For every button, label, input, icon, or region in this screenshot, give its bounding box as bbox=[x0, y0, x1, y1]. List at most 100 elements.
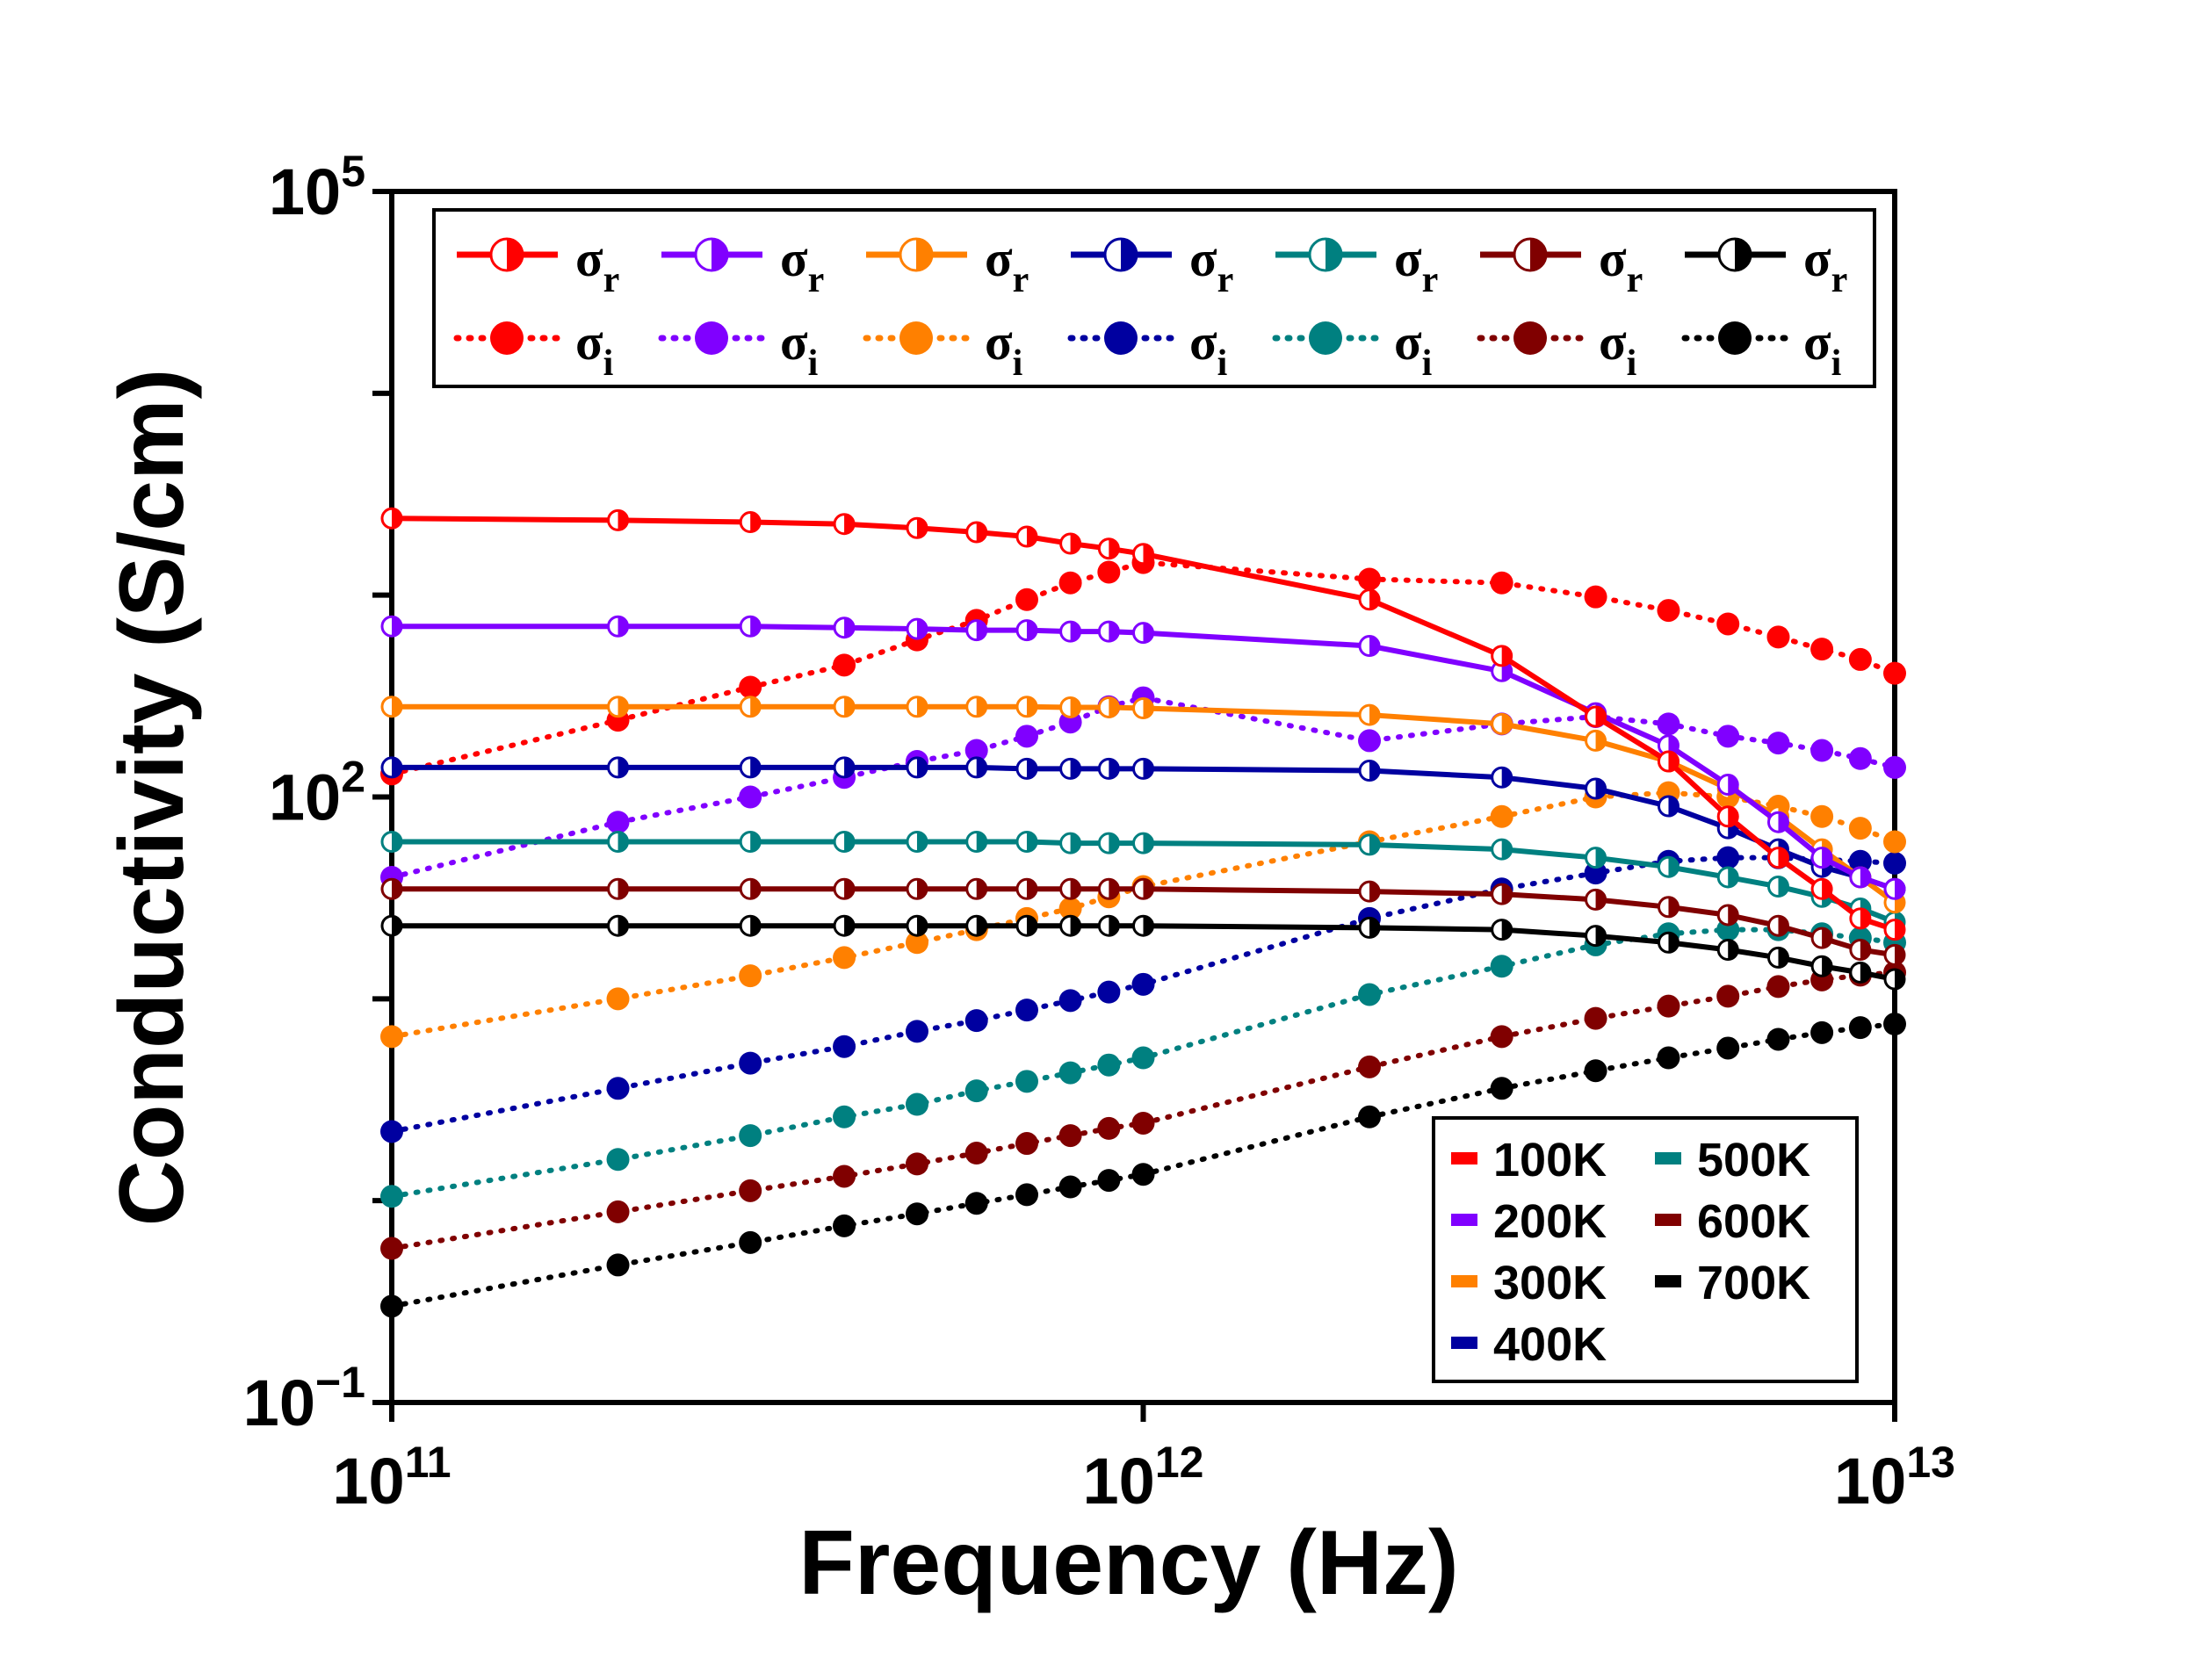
marker-fill bbox=[1895, 919, 1904, 940]
marker-fill bbox=[392, 879, 401, 899]
point-300k-sigma-i bbox=[905, 931, 928, 955]
marker-fill bbox=[1070, 533, 1080, 553]
point-100k-sigma-i bbox=[1810, 638, 1834, 661]
marker-fill bbox=[750, 879, 761, 899]
point-300k-sigma-i bbox=[1058, 897, 1082, 920]
marker-fill bbox=[1595, 707, 1606, 727]
point-700k-sigma-r bbox=[1657, 931, 1680, 954]
point-200k-sigma-r bbox=[1097, 620, 1120, 643]
point-700k-sigma-r bbox=[1716, 938, 1739, 961]
marker-fill bbox=[1735, 239, 1751, 270]
marker-fill bbox=[976, 916, 986, 936]
marker-fill bbox=[507, 239, 523, 270]
marker-fill bbox=[1860, 940, 1870, 960]
marker-fill bbox=[1728, 806, 1738, 826]
point-600k-sigma-r bbox=[1491, 883, 1513, 905]
point-400k-sigma-i bbox=[739, 1051, 762, 1075]
marker-fill bbox=[1668, 857, 1679, 877]
y-tick-label: 10−1 bbox=[243, 1358, 365, 1439]
point-700k-sigma-r bbox=[833, 914, 856, 937]
point-700k-sigma-i bbox=[1584, 1059, 1607, 1083]
marker-fill bbox=[1070, 697, 1080, 717]
point-700k-sigma-i bbox=[606, 1253, 630, 1277]
point-200k-sigma-i bbox=[1657, 712, 1680, 736]
point-600k-sigma-r bbox=[1810, 927, 1833, 949]
point-300k-sigma-i bbox=[1883, 830, 1906, 854]
point-500k-sigma-r bbox=[1132, 832, 1154, 854]
point-200k-sigma-i bbox=[964, 739, 988, 762]
point-300k-sigma-r bbox=[965, 696, 988, 718]
legend-temp-600k: 600K bbox=[1697, 1195, 1810, 1248]
x-tick-label: 1013 bbox=[1834, 1438, 1955, 1518]
point-500k-sigma-i bbox=[1097, 1053, 1121, 1077]
point-200k-sigma-r bbox=[1716, 774, 1739, 797]
point-600k-sigma-i bbox=[1358, 1055, 1382, 1078]
point-500k-sigma-r bbox=[1015, 830, 1038, 853]
marker-fill bbox=[1668, 752, 1679, 772]
point-200k-sigma-r bbox=[1849, 866, 1872, 889]
point-600k-sigma-i bbox=[739, 1179, 762, 1202]
point-300k-sigma-r bbox=[1132, 697, 1154, 720]
point-400k-sigma-i bbox=[380, 1120, 403, 1143]
point-500k-sigma-r bbox=[1657, 855, 1680, 878]
point-200k-sigma-r bbox=[1883, 877, 1906, 900]
marker-fill bbox=[844, 514, 855, 534]
marker-fill bbox=[1369, 761, 1380, 781]
marker-fill bbox=[1143, 544, 1153, 564]
x-tick-label: 1012 bbox=[1083, 1438, 1204, 1518]
point-600k-sigma-i bbox=[1584, 1006, 1607, 1030]
legend-label-i: σi bbox=[575, 314, 614, 384]
legend-label-r: σr bbox=[1189, 230, 1233, 300]
legend-marker-300k-sigma-i bbox=[899, 321, 933, 355]
point-500k-sigma-r bbox=[607, 830, 630, 853]
series-700k-sigma-i bbox=[380, 1013, 1906, 1318]
legend-temp-500k: 500K bbox=[1697, 1134, 1810, 1186]
point-400k-sigma-i bbox=[964, 1009, 988, 1033]
legend-marker-200k-sigma-i bbox=[695, 321, 728, 355]
marker-fill bbox=[1778, 812, 1788, 833]
point-200k-sigma-r bbox=[380, 615, 403, 638]
point-700k-sigma-i bbox=[1848, 1016, 1872, 1040]
point-300k-sigma-r bbox=[607, 696, 630, 718]
point-700k-sigma-i bbox=[905, 1202, 928, 1226]
point-400k-sigma-i bbox=[1131, 972, 1155, 996]
point-500k-sigma-i bbox=[606, 1148, 630, 1172]
point-500k-sigma-r bbox=[1766, 875, 1789, 898]
series-100k-sigma-r bbox=[380, 507, 1906, 941]
point-200k-sigma-r bbox=[1810, 847, 1833, 869]
point-500k-sigma-r bbox=[1059, 832, 1082, 854]
marker-fill bbox=[916, 916, 927, 936]
point-700k-sigma-r bbox=[739, 914, 762, 937]
point-100k-sigma-r bbox=[833, 513, 856, 536]
y-axis-title: Conductivity (S/cm) bbox=[101, 369, 203, 1227]
point-100k-sigma-i bbox=[1657, 599, 1680, 623]
point-600k-sigma-r bbox=[833, 877, 856, 900]
marker-fill bbox=[1501, 714, 1512, 734]
point-700k-sigma-i bbox=[1716, 1036, 1740, 1060]
marker-fill bbox=[392, 696, 401, 717]
point-700k-sigma-i bbox=[1058, 1175, 1082, 1199]
marker-fill bbox=[844, 916, 855, 936]
point-700k-sigma-i bbox=[833, 1214, 856, 1237]
marker-fill bbox=[844, 832, 855, 852]
point-100k-sigma-r bbox=[1015, 525, 1038, 548]
point-500k-sigma-i bbox=[739, 1124, 762, 1148]
marker-fill bbox=[844, 757, 855, 777]
marker-fill bbox=[1822, 928, 1832, 948]
marker-fill bbox=[1501, 840, 1512, 860]
point-400k-sigma-r bbox=[380, 756, 403, 779]
point-300k-sigma-i bbox=[606, 987, 630, 1011]
x-axis-ticks: 1011 1012 1013 bbox=[332, 1402, 1955, 1518]
legend-marker-100k-sigma-r bbox=[489, 237, 524, 272]
point-200k-sigma-i bbox=[606, 811, 630, 834]
legend-temp-200k: 200K bbox=[1493, 1195, 1607, 1248]
legend-label-i: σi bbox=[1394, 314, 1433, 384]
point-200k-sigma-i bbox=[1883, 755, 1906, 779]
marker-fill bbox=[618, 616, 628, 637]
point-700k-sigma-r bbox=[1766, 946, 1789, 969]
point-100k-sigma-r bbox=[1132, 543, 1154, 566]
marker-fill bbox=[1595, 778, 1606, 798]
marker-fill bbox=[916, 696, 927, 717]
marker-fill bbox=[1369, 882, 1380, 902]
marker-fill bbox=[1668, 897, 1679, 917]
